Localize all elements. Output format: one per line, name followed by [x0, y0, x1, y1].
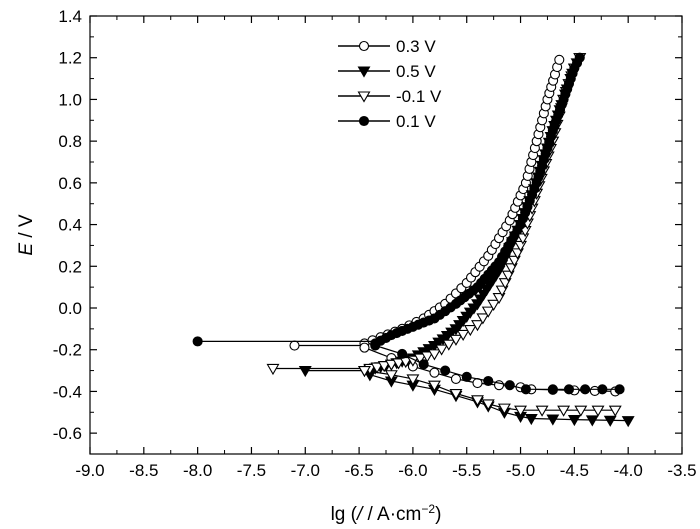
data-point — [427, 349, 441, 361]
data-point — [574, 405, 588, 417]
data-point — [449, 388, 463, 401]
data-point — [289, 340, 300, 351]
data-point — [450, 373, 462, 384]
data-point — [392, 358, 406, 370]
data-point — [463, 325, 477, 337]
legend-label: 0.1 V — [396, 112, 436, 131]
data-point — [574, 52, 585, 63]
data-point — [370, 340, 381, 351]
data-point — [597, 384, 608, 395]
data-point — [358, 366, 371, 378]
data-point — [557, 405, 571, 417]
legend-marker — [357, 91, 371, 103]
legend-marker — [358, 40, 370, 52]
data-point — [497, 403, 511, 415]
data-point — [504, 380, 515, 391]
y-tick-label: 1.4 — [58, 7, 82, 26]
data-point — [370, 362, 384, 374]
data-point — [449, 334, 463, 346]
y-tick-label: 0.2 — [58, 257, 82, 276]
data-point — [359, 342, 370, 353]
data-point — [413, 353, 427, 365]
data-point — [456, 329, 470, 342]
plot-area — [89, 15, 683, 455]
x-tick-label: -5.5 — [452, 461, 481, 480]
y-tick-label: 1.0 — [58, 90, 82, 109]
y-tick-label: 0.0 — [58, 299, 82, 318]
data-point — [440, 365, 451, 376]
legend-label: 0.3 V — [396, 37, 436, 56]
data-point — [427, 380, 441, 392]
data-point — [471, 395, 484, 407]
data-point — [524, 413, 538, 426]
x-tick-label: -5.0 — [506, 461, 535, 480]
data-point — [461, 371, 472, 382]
data-point — [514, 405, 527, 417]
data-point — [591, 405, 605, 417]
data-point — [483, 375, 494, 387]
data-point — [399, 356, 413, 369]
y-axis-title: E / V — [16, 214, 37, 256]
data-point — [603, 415, 617, 427]
series-layer — [192, 52, 635, 428]
data-point — [614, 384, 625, 395]
x-tick-label: -7.0 — [291, 461, 320, 480]
data-point — [435, 344, 449, 356]
data-point — [406, 374, 420, 386]
data-point — [471, 320, 484, 332]
x-tick-label: -8.5 — [129, 461, 158, 480]
x-tick-label: -6.0 — [398, 461, 427, 480]
axis-ticks — [89, 15, 683, 454]
data-point — [384, 370, 398, 382]
data-point — [481, 306, 495, 318]
y-tick-label: 0.8 — [58, 132, 82, 151]
x-tick-label: -9.0 — [75, 461, 104, 480]
data-point — [585, 415, 599, 427]
data-point — [520, 384, 531, 395]
x-axis-title: lg (/ / A·cm−2) — [331, 502, 442, 525]
data-point — [377, 361, 391, 373]
y-tick-label: 0.6 — [58, 174, 82, 193]
x-tick-label: -7.5 — [237, 461, 266, 480]
data-point — [547, 384, 558, 395]
x-tick-label: -4.5 — [560, 461, 589, 480]
legend-marker — [358, 115, 370, 127]
x-tick-label: -4.0 — [614, 461, 643, 480]
data-point — [563, 384, 575, 395]
x-tick-label: -8.0 — [183, 461, 212, 480]
data-point — [535, 405, 549, 417]
legend-marker — [357, 66, 371, 78]
legend-label: 0.5 V — [396, 62, 436, 81]
data-point — [476, 313, 490, 325]
axis-tick-labels: -9.0 -8.5 -8.0 -7.5 -7.0 -6.5 -6.0 -5.5 -5.0 -4.5… — [53, 7, 697, 480]
data-point — [418, 359, 429, 370]
data-point — [397, 348, 408, 359]
y-tick-label: 0.4 — [58, 216, 82, 235]
data-point — [429, 367, 440, 378]
data-point — [266, 363, 280, 376]
data-point — [608, 405, 622, 417]
y-tick-label: -0.4 — [53, 382, 82, 401]
x-tick-label: -6.5 — [344, 461, 373, 480]
data-point — [442, 339, 456, 351]
legend: 0.3 V 0.5 V -0.1 V 0.1 V — [338, 37, 442, 131]
data-point — [554, 54, 565, 65]
data-point — [192, 336, 203, 347]
y-tick-label: 1.2 — [58, 49, 82, 68]
data-point — [384, 359, 398, 371]
data-point — [546, 414, 560, 426]
y-tick-label: -0.2 — [53, 341, 82, 360]
data-point — [621, 416, 635, 428]
y-tick-label: -0.6 — [53, 424, 82, 443]
x-tick-label: -3.5 — [667, 461, 696, 480]
series-3 — [192, 52, 625, 395]
data-point — [487, 299, 501, 311]
data-point — [481, 399, 495, 411]
legend-label: -0.1 V — [396, 87, 442, 106]
data-point — [580, 384, 591, 395]
data-point — [567, 415, 581, 427]
data-point — [420, 351, 434, 363]
